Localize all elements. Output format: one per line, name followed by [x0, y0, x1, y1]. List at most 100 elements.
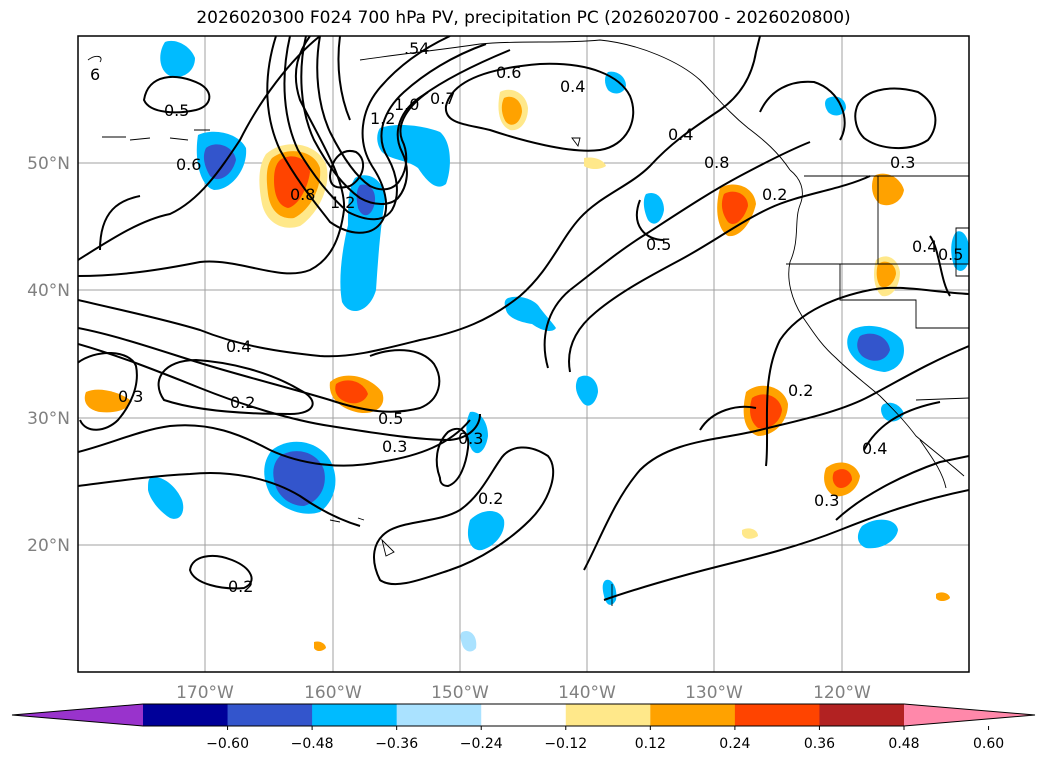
mexico-border	[915, 397, 969, 401]
contour-labels: 6 0.5 0.6 1.2 1.0 0.7 0.6 0.4 0.4 .54 0.…	[90, 39, 963, 596]
pv-contour	[78, 351, 138, 431]
colorbar-tick-label: −0.24	[460, 736, 503, 752]
colorbar-extend-high	[904, 704, 1035, 726]
colorbar-segment	[565, 704, 651, 726]
contour-label: 1.0	[394, 95, 419, 114]
latitude-labels: 50°N 40°N 30°N 20°N	[27, 154, 70, 556]
precip-blob	[273, 451, 325, 506]
pv-contour	[835, 455, 969, 521]
colorbar-tick-label: 0.60	[973, 736, 1004, 752]
colorbar-tick-label: 0.48	[888, 736, 919, 752]
precip-blob	[832, 469, 852, 488]
pv-contour	[444, 62, 635, 152]
contour-label: 0.4	[226, 337, 251, 356]
lon-label-120w: 120°W	[813, 683, 871, 703]
precip-blob	[377, 125, 450, 187]
precip-blob	[857, 333, 890, 361]
lat-label-40n: 40°N	[27, 281, 70, 301]
precip-blob	[872, 173, 904, 206]
precip-blob	[340, 175, 385, 312]
contour-label: 0.6	[496, 63, 521, 82]
precip-blob	[274, 156, 310, 208]
coastlines	[87, 39, 969, 606]
pv-contour	[283, 36, 487, 221]
pv-contour	[78, 327, 441, 413]
pv-contour	[157, 358, 314, 416]
precip-blob	[876, 261, 896, 288]
precipitation-shading	[84, 40, 969, 652]
pv-contour	[435, 427, 470, 488]
colorbar-segment	[143, 704, 229, 726]
precip-blob	[721, 191, 748, 225]
state-border	[955, 227, 969, 277]
lat-label-20n: 20°N	[27, 536, 70, 556]
contour-label: 0.3	[118, 387, 143, 406]
precip-blob	[825, 96, 846, 116]
colorbar-segment	[481, 704, 567, 726]
colorbar: −0.60 −0.48 −0.36 −0.24 −0.12 0.12 0.24 0.36 0.4…	[11, 703, 1036, 752]
pv-contour	[78, 343, 481, 442]
contour-label: 0.2	[230, 393, 255, 412]
precip-blob	[584, 157, 606, 169]
precip-blob	[148, 477, 184, 519]
colorbar-tick-label: 0.24	[719, 736, 750, 752]
colorbar-segment	[312, 704, 398, 726]
pv-contour	[78, 36, 761, 358]
lat-label-30n: 30°N	[27, 409, 70, 429]
hawaii-islands	[329, 517, 395, 557]
precip-blob	[575, 375, 598, 406]
contour-label: 0.8	[290, 185, 315, 204]
pv-contour	[583, 345, 969, 571]
island	[87, 55, 102, 63]
colorbar-extend-low	[12, 704, 143, 726]
precip-blob	[467, 511, 505, 551]
pv-contour	[99, 195, 141, 251]
pv-contour	[603, 489, 969, 601]
figure-title: 2026020300 F024 700 hPa PV, precipitatio…	[196, 8, 851, 28]
colorbar-segment	[396, 704, 482, 726]
aleutian-islands	[129, 129, 210, 141]
longitude-labels: 170°W 160°W 150°W 140°W 130°W 120°W	[176, 683, 871, 703]
colorbar-tick-label: −0.36	[375, 736, 418, 752]
pv-contour	[188, 554, 253, 590]
precip-blob	[203, 144, 236, 180]
contour-label: 0.5	[164, 101, 189, 120]
pv-contour	[142, 75, 211, 114]
precip-blob	[643, 192, 664, 224]
precip-blob	[84, 389, 131, 413]
precip-blob	[460, 630, 477, 652]
colorbar-tick-label: 0.36	[804, 736, 835, 752]
precip-blob	[314, 641, 326, 651]
pv-contour	[863, 401, 941, 451]
precip-blob	[466, 411, 488, 454]
pv-contour	[78, 471, 361, 527]
colorbar-outline	[11, 703, 1036, 727]
pv-contour	[328, 150, 365, 189]
precip-blob	[160, 40, 195, 78]
pv-contour	[78, 36, 346, 277]
island	[571, 137, 581, 148]
contour-label: 0.5	[646, 235, 671, 254]
precip-blob	[857, 519, 898, 549]
contour-label: 0.5	[938, 245, 963, 264]
precip-blob	[936, 592, 950, 601]
contour-label: 0.4	[560, 77, 585, 96]
pv-contour	[759, 80, 846, 141]
colorbar-tick-label: −0.60	[206, 736, 249, 752]
lon-label-150w: 150°W	[431, 683, 489, 703]
colorbar-tick-label: −0.12	[544, 736, 587, 752]
pv-contour	[266, 36, 451, 234]
pv-contour	[929, 235, 951, 297]
pv-contour	[568, 175, 871, 373]
lon-label-140w: 140°W	[558, 683, 616, 703]
colorbar-tick-label: 0.12	[635, 736, 666, 752]
contour-label: 0.2	[762, 185, 787, 204]
contour-label: 0.2	[478, 489, 503, 508]
contour-label: 0.3	[382, 437, 407, 456]
contour-label: 0.7	[430, 89, 455, 108]
lon-label-170w: 170°W	[176, 683, 234, 703]
contour-label: 0.3	[890, 153, 915, 172]
pv-contour	[635, 199, 665, 241]
precip-blob	[504, 296, 556, 331]
